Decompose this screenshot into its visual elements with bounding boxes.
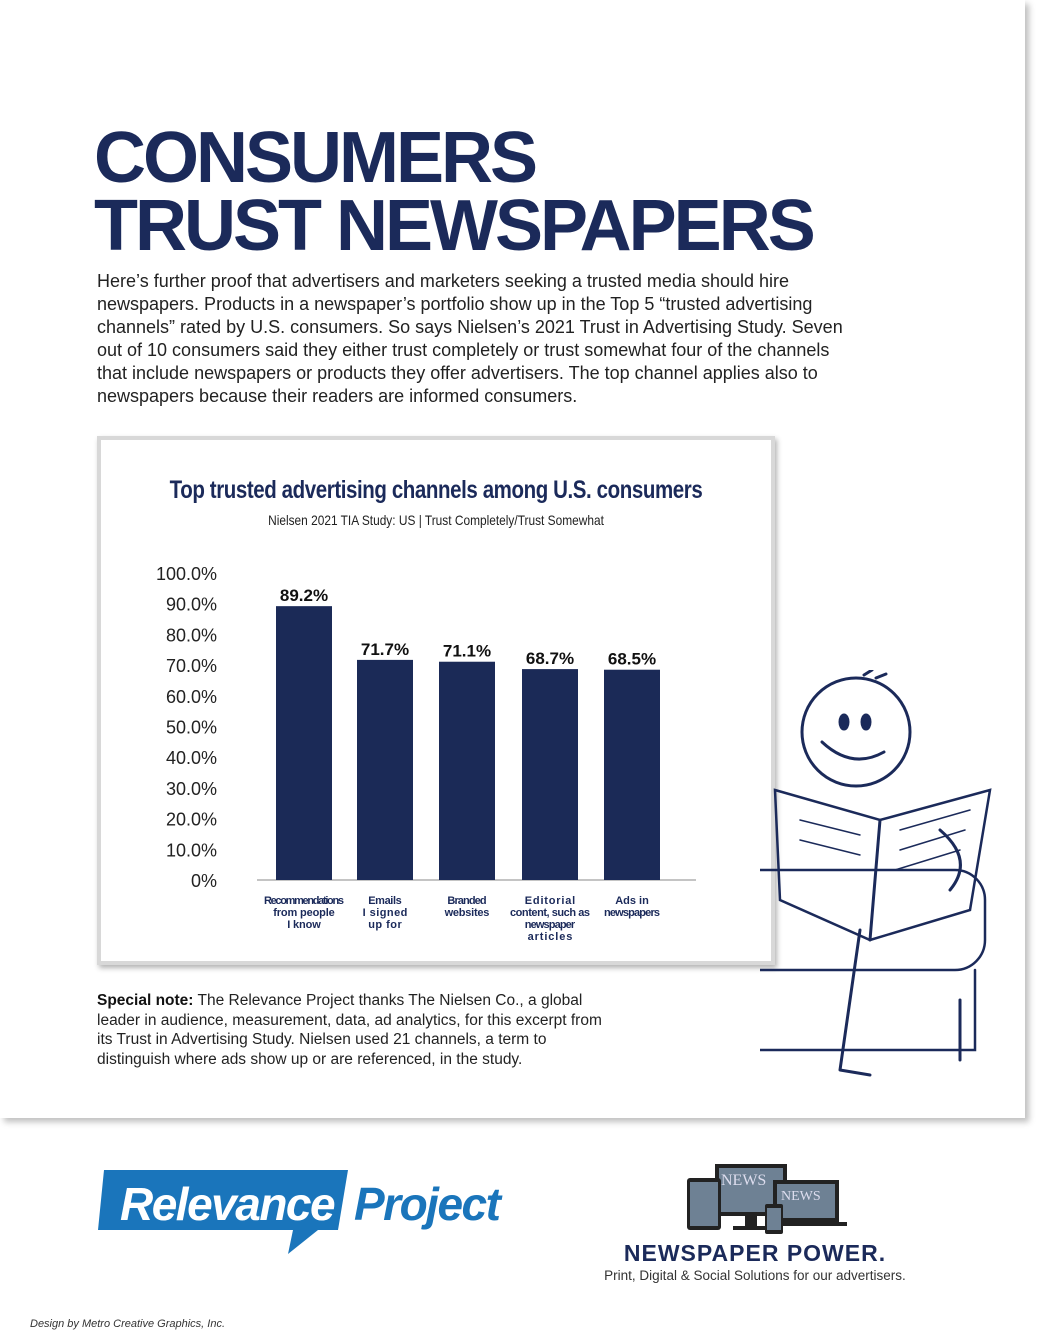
category-label: content, such as [510, 907, 590, 919]
newspaper-power-title: NEWSPAPER POWER. [623, 1240, 887, 1266]
y-tick-label: 40.0% [166, 748, 217, 768]
category-label: Recommendations [264, 895, 344, 907]
bar [604, 669, 660, 880]
data-label: 71.7% [361, 640, 409, 659]
data-label: 68.7% [526, 649, 574, 668]
category-label: Editorial [525, 895, 575, 907]
bar-chart: 0% 10.0% 20.0% 30.0% 40.0% 50.0% 60.0% 70.0% 80.… [156, 564, 696, 943]
category-label: newspapers [604, 907, 660, 919]
category-label: newspaper [525, 919, 576, 931]
svg-text:NEWS: NEWS [721, 1172, 766, 1189]
bar [439, 661, 495, 880]
y-tick-label: 30.0% [166, 779, 217, 799]
newspaper-power-block: NEWS NEWS NEWSPAPER POWER. Print, Digita… [590, 1160, 920, 1283]
svg-text:Project: Project [354, 1178, 503, 1230]
category-label: Ads in [615, 895, 649, 907]
data-label: 71.1% [443, 642, 491, 661]
y-tick-label: 80.0% [166, 625, 217, 645]
reader-illustration [760, 670, 992, 1077]
category-label: I signed [363, 907, 408, 919]
category-label: Branded [447, 895, 486, 907]
design-credit: Design by Metro Creative Graphics, Inc. [30, 1318, 226, 1330]
chart-title: Top trusted advertising channels among U… [169, 476, 703, 504]
newspaper-power-subtitle: Print, Digital & Social Solutions for ou… [604, 1268, 906, 1283]
note-label: Special note: [97, 992, 194, 1009]
headline-line-1: CONSUMERS [94, 118, 538, 198]
y-tick-label: 50.0% [166, 718, 217, 738]
note-text: The Relevance Project thanks The Nielsen… [97, 992, 602, 1068]
y-tick-label: 100.0% [156, 564, 217, 584]
category-label: from people [273, 907, 335, 919]
devices-news-icon: NEWS NEWS [687, 1164, 847, 1234]
chart-subtitle: Nielsen 2021 TIA Study: US | Trust Compl… [268, 512, 604, 528]
y-tick-label: 70.0% [166, 656, 217, 676]
y-tick-label: 0% [191, 871, 217, 891]
bar [276, 606, 332, 880]
y-tick-label: 60.0% [166, 687, 217, 707]
category-label: up for [368, 919, 402, 931]
headline-line-2: TRUST NEWSPAPERS [94, 186, 816, 266]
y-tick-label: 90.0% [166, 595, 217, 615]
category-label: Emails [368, 895, 402, 907]
svg-text:NEWS: NEWS [781, 1189, 821, 1204]
data-label: 89.2% [280, 586, 328, 605]
category-label: I know [287, 919, 321, 931]
face-icon [800, 676, 912, 788]
intro-paragraph: Here’s further proof that advertisers an… [97, 271, 843, 406]
relevance-project-logo: Relevance Project [98, 1170, 504, 1254]
headline: CONSUMERS TRUST NEWSPAPERS [94, 118, 816, 266]
y-tick-label: 10.0% [166, 840, 217, 860]
y-tick-label: 20.0% [166, 810, 217, 830]
special-note: Special note: The Relevance Project than… [97, 991, 617, 1069]
chart-box: Top trusted advertising channels among U… [97, 436, 775, 965]
bar [522, 669, 578, 880]
bar [357, 659, 413, 880]
category-label: websites [444, 907, 490, 919]
category-label: articles [528, 931, 573, 943]
svg-text:Relevance: Relevance [120, 1178, 335, 1230]
data-label: 68.5% [608, 650, 656, 669]
